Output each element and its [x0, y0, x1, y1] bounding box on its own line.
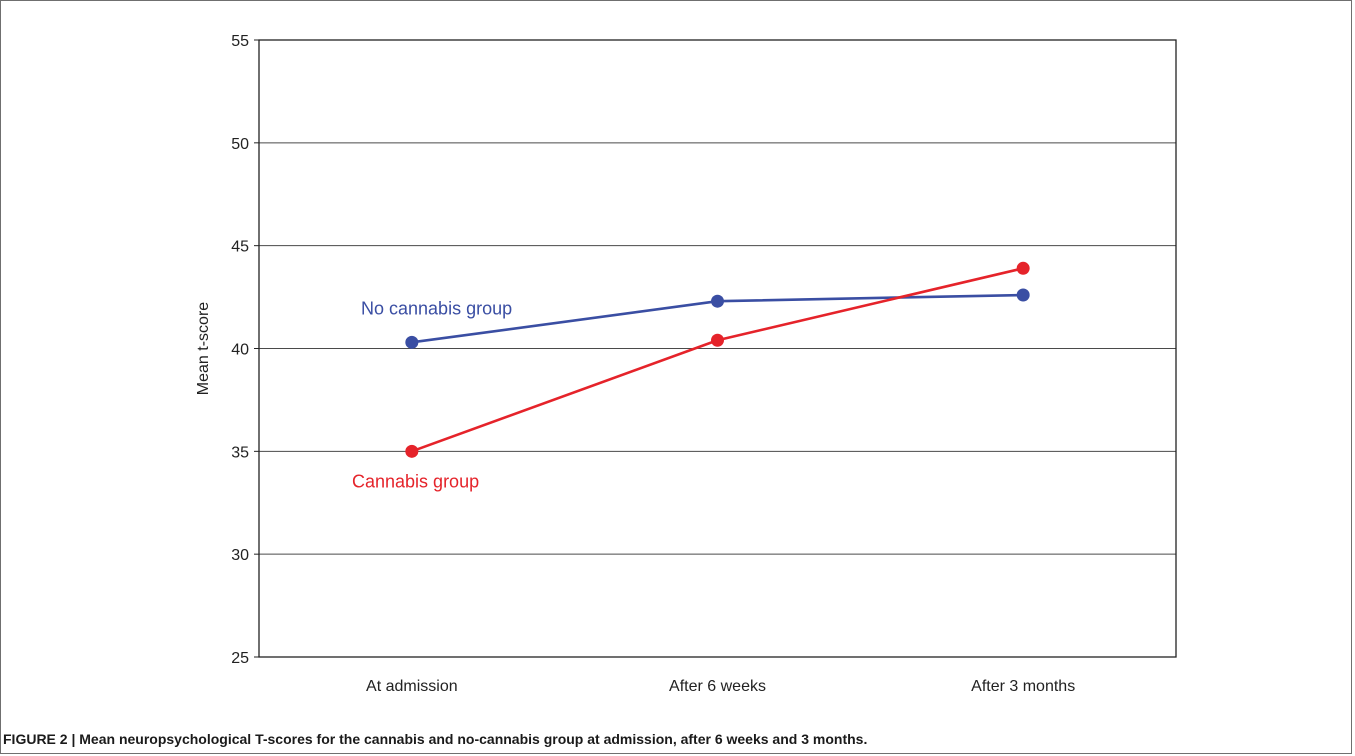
- series-1-point-0: [405, 444, 419, 458]
- y-tick-label-45: 45: [231, 239, 249, 256]
- series-label-cannabis: Cannabis group: [352, 471, 479, 491]
- x-tick-label-0: At admission: [366, 678, 458, 695]
- figure-caption: FIGURE 2 | Mean neuropsychological T-sco…: [3, 731, 868, 747]
- y-tick-label-25: 25: [231, 650, 249, 667]
- series-0-point-2: [1016, 288, 1030, 302]
- y-tick-label-40: 40: [231, 342, 249, 359]
- y-axis-label: Mean t-score: [195, 302, 212, 395]
- y-tick-label-50: 50: [231, 136, 249, 153]
- x-tick-label-2: After 3 months: [971, 678, 1075, 695]
- series-1-point-2: [1016, 261, 1030, 275]
- y-tick-label-55: 55: [231, 33, 249, 50]
- y-tick-label-35: 35: [231, 444, 249, 461]
- y-tick-label-30: 30: [231, 547, 249, 564]
- series-1-point-1: [711, 333, 724, 347]
- series-0-point-0: [405, 335, 419, 349]
- series-label-no-cannabis: No cannabis group: [361, 298, 512, 318]
- x-tick-label-1: After 6 weeks: [669, 678, 766, 695]
- series-0-point-1: [711, 294, 724, 308]
